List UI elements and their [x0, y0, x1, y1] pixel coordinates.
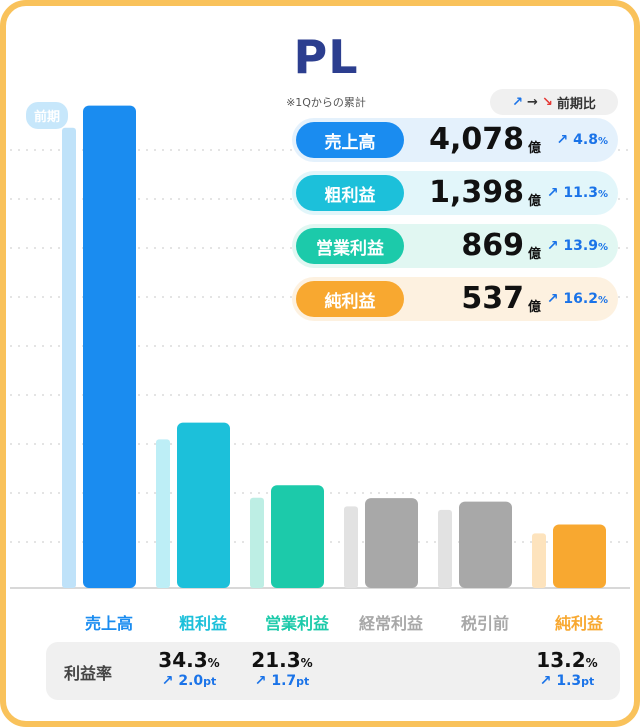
margin-change: 1.7: [271, 673, 297, 689]
kpi-yoy-unit: %: [597, 295, 608, 306]
kpi-yoy: ↗ 11.3%: [547, 175, 608, 213]
margin-label: 利益率: [64, 664, 113, 683]
margin-change-unit: pt: [296, 675, 310, 688]
margin-change: 1.3: [556, 673, 582, 689]
arrow-up-icon: ↗: [546, 291, 564, 307]
kpi-yoy-value: 11.3: [563, 185, 598, 201]
margin-rate-unit: %: [585, 656, 598, 670]
arrow-up-icon: ↗: [556, 132, 574, 148]
arrow-up-icon: ↗: [539, 673, 557, 689]
margin-rate: 13.2: [536, 648, 586, 672]
arrow-up-icon: ↗: [254, 673, 272, 689]
margin-change-unit: pt: [203, 675, 217, 688]
margin-rate-unit: %: [300, 656, 313, 670]
kpi-row: 純利益 537 億 ↗ 16.2%: [292, 277, 618, 321]
kpi-yoy-value: 4.8: [573, 132, 598, 148]
bar-previous: [250, 497, 264, 588]
margin-change: 2.0: [178, 673, 204, 689]
bar-previous: [344, 506, 358, 588]
kpi-row: 営業利益 869 億 ↗ 13.9%: [292, 224, 618, 268]
bar-current: [271, 485, 324, 588]
bar-current: [553, 524, 606, 588]
kpi-yoy-unit: %: [597, 136, 608, 147]
kpi-yoy-value: 16.2: [563, 291, 598, 307]
kpi-badge: 純利益: [296, 281, 404, 317]
bar-current: [365, 498, 418, 588]
margin-value: 21.3% ↗ 1.7pt: [227, 648, 337, 689]
margin-value: 34.3% ↗ 2.0pt: [134, 648, 244, 689]
kpi-yoy-unit: %: [597, 242, 608, 253]
margin-change-unit: pt: [581, 675, 595, 688]
kpi-yoy-unit: %: [597, 189, 608, 200]
kpi-yoy: ↗ 4.8%: [557, 122, 608, 160]
kpi-value: 537: [461, 281, 524, 316]
margin-rate-unit: %: [207, 656, 220, 670]
category-label: 粗利益: [178, 614, 227, 633]
bar-previous: [532, 533, 546, 588]
arrow-up-icon: ↗: [161, 673, 179, 689]
margin-value: 13.2% ↗ 1.3pt: [512, 648, 622, 689]
bar-previous: [62, 127, 76, 588]
kpi-yoy-value: 13.9: [563, 238, 598, 254]
kpi-yoy: ↗ 13.9%: [547, 228, 608, 266]
category-label: 営業利益: [264, 614, 329, 633]
kpi-value: 1,398: [429, 175, 524, 210]
legend: ↗ → ↘ 前期比: [490, 89, 618, 115]
category-label: 売上高: [84, 614, 133, 633]
category-label: 税引前: [460, 614, 509, 633]
kpi-value: 4,078: [429, 122, 524, 157]
kpi-yoy: ↗ 16.2%: [547, 281, 608, 319]
previous-period-label: 前期: [26, 102, 69, 129]
legend-label: 前期比: [556, 96, 596, 112]
bar-previous: [438, 509, 452, 588]
bar-current: [177, 422, 230, 588]
kpi-badge: 営業利益: [296, 228, 404, 264]
kpi-badge: 粗利益: [296, 175, 404, 211]
bar-current: [83, 105, 136, 588]
kpi-row: 売上高 4,078 億 ↗ 4.8%: [292, 118, 618, 162]
category-label: 純利益: [554, 614, 603, 633]
arrow-up-icon: ↗: [546, 238, 564, 254]
category-label: 経常利益: [358, 614, 423, 633]
margin-row: 利益率 34.3% ↗ 2.0pt 21.3% ↗ 1.7pt 13.2% ↗ 1.3pt: [46, 642, 620, 700]
arrow-up-icon: ↗: [512, 94, 524, 110]
bar-current: [459, 501, 512, 588]
kpi-row: 粗利益 1,398 億 ↗ 11.3%: [292, 171, 618, 215]
arrow-right-icon: →: [527, 94, 538, 110]
chart-title: PL: [293, 30, 359, 84]
kpi-badge: 売上高: [296, 122, 404, 158]
kpi-value: 869: [461, 228, 524, 263]
margin-rate: 34.3: [158, 648, 208, 672]
arrow-up-icon: ↗: [546, 185, 564, 201]
bar-previous: [156, 439, 170, 588]
margin-rate: 21.3: [251, 648, 301, 672]
chart-subtitle: ※1Qからの累計: [286, 96, 366, 109]
arrow-down-icon: ↘: [541, 94, 553, 110]
